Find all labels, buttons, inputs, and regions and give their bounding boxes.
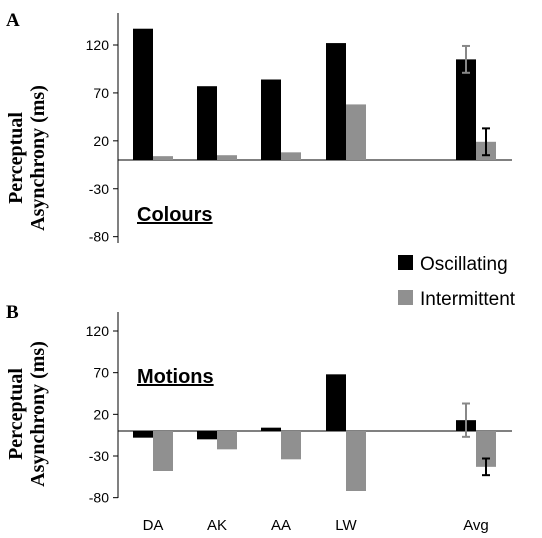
panel-b-ytick-label: -30	[89, 448, 109, 464]
panel-b-ylabel-line1: Perceptual	[5, 368, 27, 460]
panel-b-bar-intermittent	[476, 431, 496, 467]
panel-b-ytick-label: 20	[93, 406, 109, 422]
panel-a-bar-intermittent	[217, 155, 237, 160]
legend-label-oscillating: Oscillating	[420, 254, 508, 275]
legend-swatch-oscillating	[398, 255, 413, 270]
panel-b-bar-intermittent	[153, 431, 173, 471]
panel-a-title: Colours	[137, 204, 213, 226]
panel-a-bar-oscillating	[326, 43, 346, 161]
panel-a-bar-intermittent	[346, 104, 366, 160]
panel-b-letter: B	[6, 302, 19, 323]
panel-a-bar-oscillating	[133, 28, 153, 161]
panel-b-ytick-label: -80	[89, 490, 109, 506]
panel-a-ylabel-line1: Perceptual	[5, 112, 27, 204]
panel-b-title: Motions	[137, 366, 214, 388]
panel-a-bar-intermittent	[281, 152, 301, 160]
panel-a-letter: A	[6, 10, 20, 31]
panel-b-ylabel-line2: Asynchrony (ms)	[27, 341, 49, 487]
legend-swatch-intermittent	[398, 290, 413, 305]
panel-a-bar-oscillating	[456, 59, 476, 160]
panel-b-bar-oscillating	[261, 427, 281, 431]
category-label: Avg	[463, 517, 489, 534]
legend: Oscillating Intermittent	[398, 254, 516, 310]
panel-a-ytick-label: -80	[89, 229, 109, 245]
panel-b-ytick-label: 120	[86, 323, 110, 339]
panel-b-bar-oscillating	[133, 431, 153, 438]
category-label: DA	[143, 517, 164, 534]
panel-a-bar-oscillating	[261, 79, 281, 160]
legend-label-intermittent: Intermittent	[420, 289, 516, 310]
panel-a-ytick-label: -30	[89, 181, 109, 197]
category-label: AA	[271, 517, 291, 534]
category-label: LW	[335, 517, 357, 534]
panel-b-bar-oscillating	[326, 374, 346, 431]
panel-a-ylabel-line2: Asynchrony (ms)	[27, 85, 49, 231]
panel-b-bar-oscillating	[197, 431, 217, 440]
panel-b-bar-intermittent	[281, 431, 301, 460]
category-label: AK	[207, 517, 227, 534]
panel-b-ytick-label: 70	[93, 365, 109, 381]
panel-a-bar-oscillating	[197, 86, 217, 160]
panel-a-ytick-label: 120	[86, 37, 110, 53]
panel-a-bar-intermittent	[153, 156, 173, 160]
panel-b-bar-intermittent	[346, 431, 366, 491]
panel-b-bar-intermittent	[217, 431, 237, 450]
panel-a-ytick-label: 70	[93, 85, 109, 101]
panel-a-ytick-label: 20	[93, 133, 109, 149]
